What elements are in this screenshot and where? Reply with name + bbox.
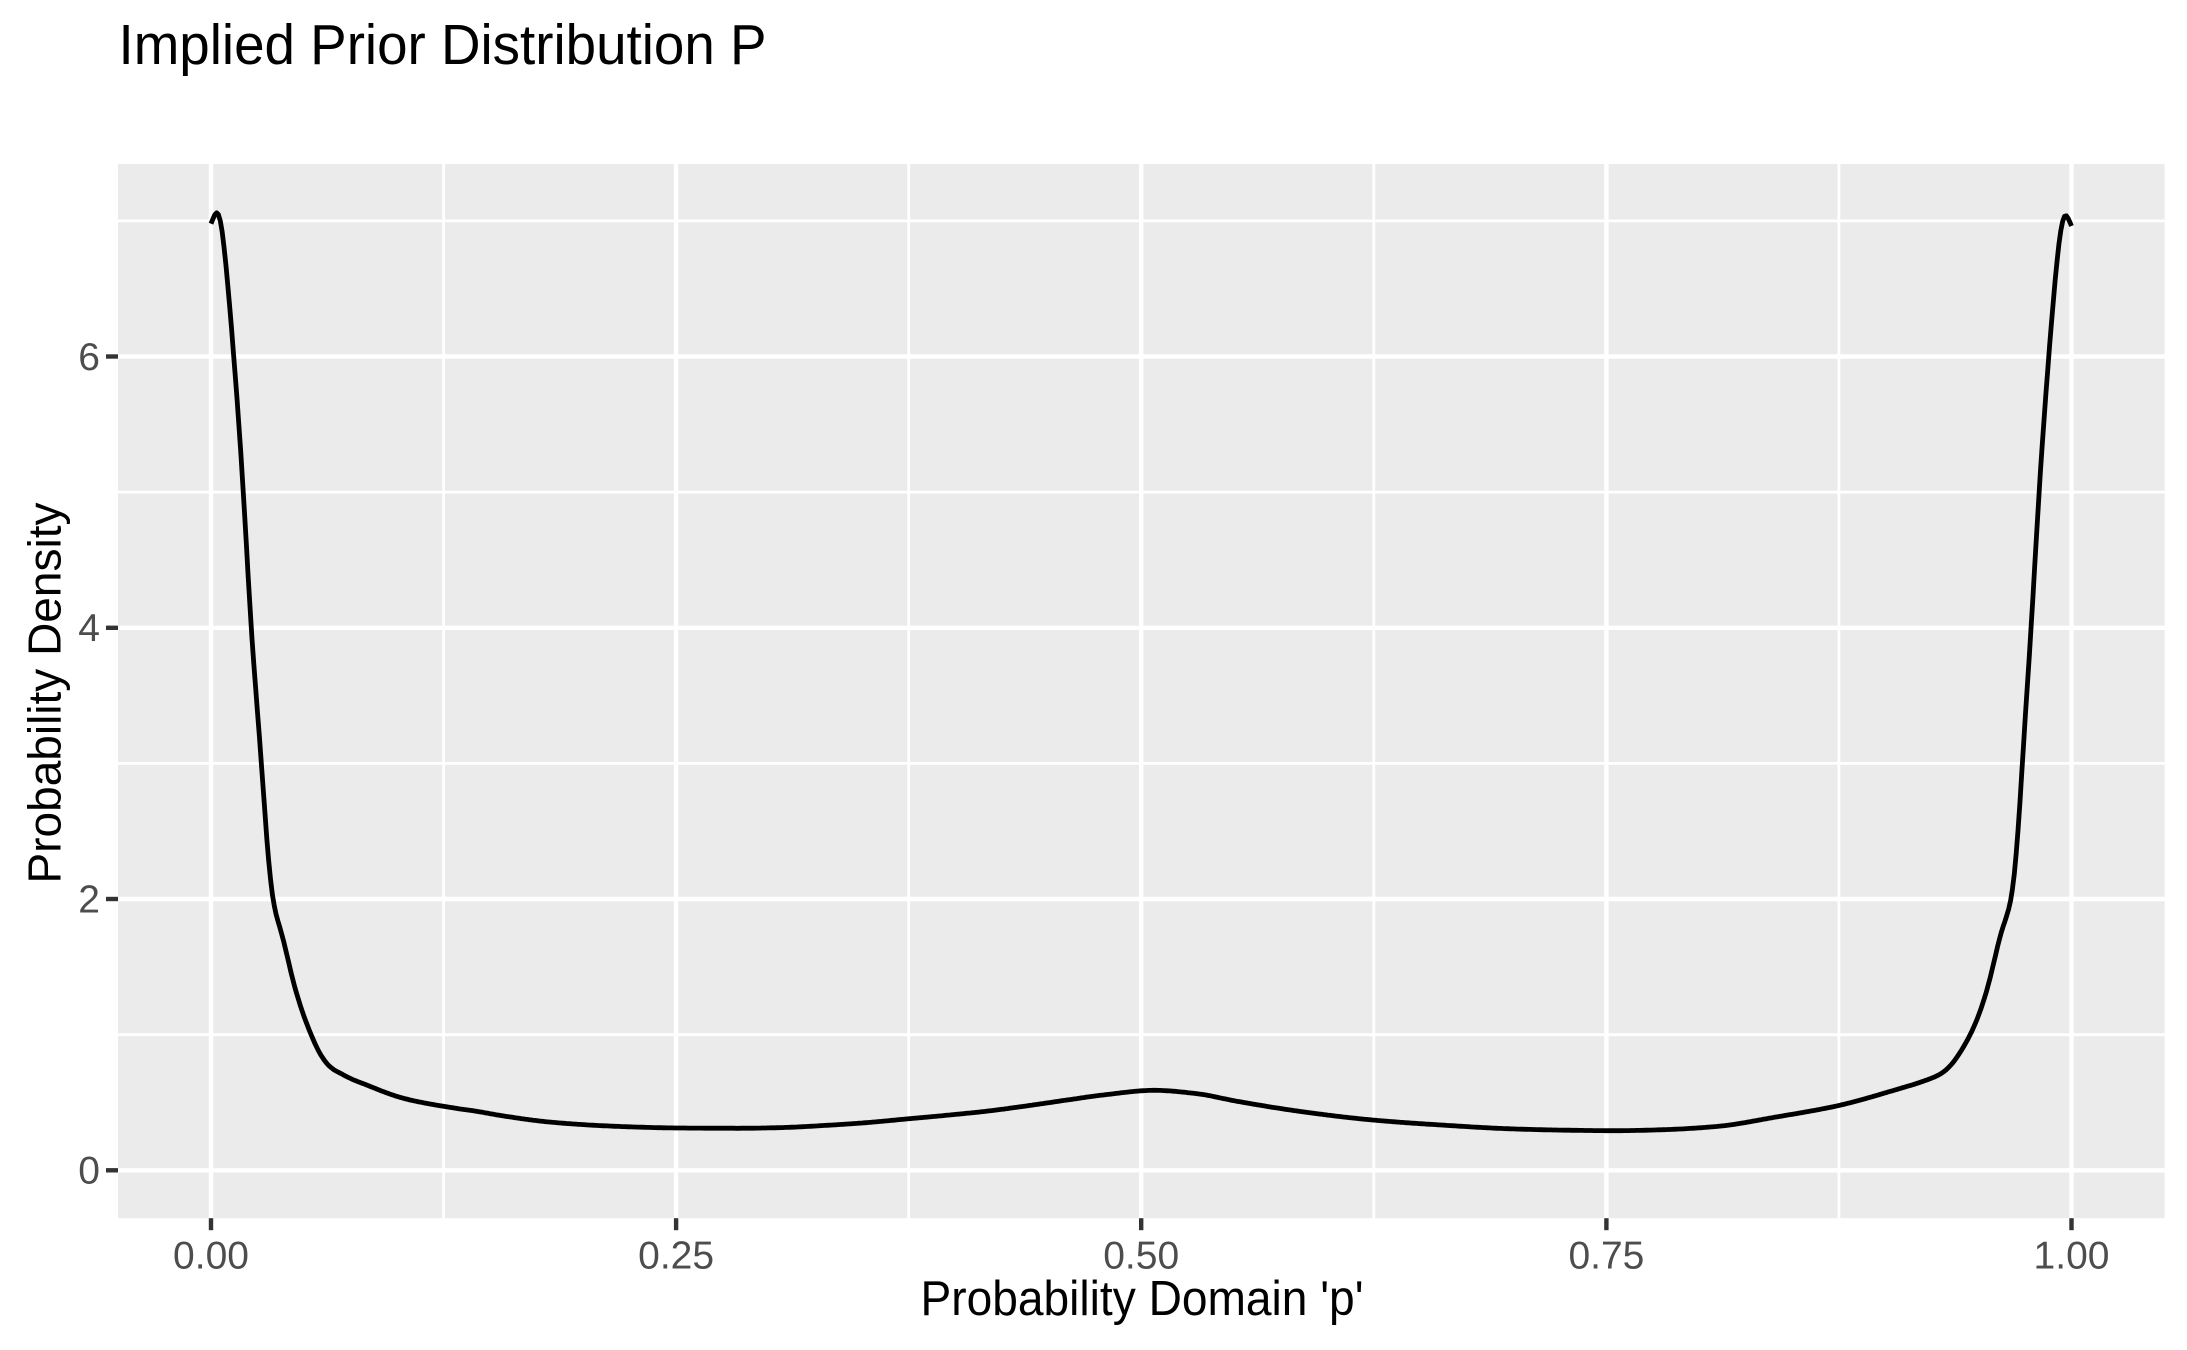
svg-text:2: 2 (78, 878, 100, 921)
svg-text:0.75: 0.75 (1568, 1235, 1644, 1278)
svg-text:Implied Prior Distribution P: Implied Prior Distribution P (119, 13, 767, 77)
svg-text:0.25: 0.25 (638, 1235, 714, 1278)
svg-text:0.50: 0.50 (1103, 1235, 1179, 1278)
svg-text:6: 6 (78, 336, 100, 379)
svg-text:0: 0 (78, 1150, 100, 1193)
svg-text:0.00: 0.00 (173, 1235, 249, 1278)
svg-text:4: 4 (78, 607, 100, 650)
svg-text:Probability Domain 'p': Probability Domain 'p' (921, 1272, 1364, 1326)
svg-text:1.00: 1.00 (2034, 1235, 2110, 1278)
svg-text:Probability Density: Probability Density (19, 503, 71, 884)
